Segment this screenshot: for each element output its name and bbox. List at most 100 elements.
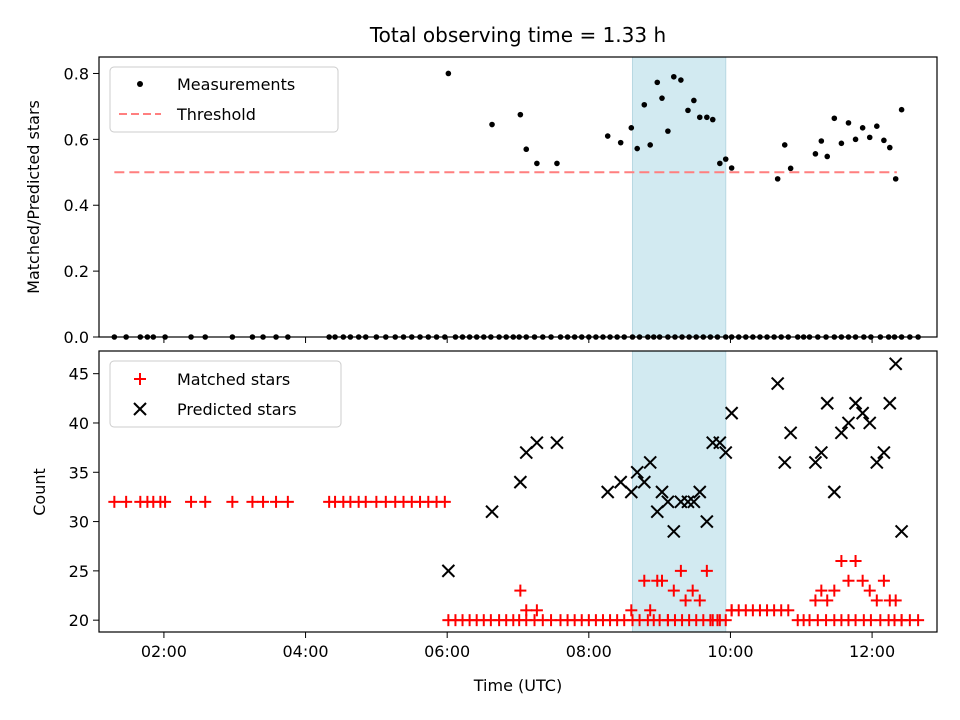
measurement-point — [691, 97, 697, 104]
predicted-star-point — [643, 455, 657, 470]
predicted-star-point — [530, 435, 544, 450]
measurement-point — [641, 101, 648, 108]
matched-star-point — [638, 574, 651, 587]
legend-marker-predicted — [133, 402, 147, 416]
predicted-star-point — [827, 485, 842, 499]
matched-star-point — [520, 604, 533, 617]
legend-label-measurements: Measurements — [177, 75, 295, 94]
matched-star-point — [835, 555, 848, 568]
predicted-star-point — [808, 455, 823, 470]
matched-star-point — [815, 584, 828, 597]
predicted-star-point — [855, 406, 870, 420]
predicted-star-point — [894, 524, 909, 539]
measurement-point — [831, 115, 838, 122]
legend-bottom: Matched stars Predicted stars — [109, 360, 342, 428]
measurements-panel: 0.00.20.40.60.8 Matched/Predicted stars … — [24, 56, 938, 347]
matched-star-point — [159, 495, 172, 508]
predicted-star-point — [519, 445, 533, 460]
predicted-star-point — [700, 514, 714, 529]
highlight-span-top — [631, 56, 727, 338]
predicted-star-point — [693, 485, 707, 499]
measurement-point — [517, 111, 524, 118]
predicted-star-point — [841, 416, 856, 430]
matched-star-point — [679, 594, 692, 607]
measurement-point — [838, 140, 845, 147]
matched-star-point — [108, 495, 121, 508]
matched-star-point — [667, 584, 680, 597]
predicted-star-point — [661, 495, 675, 509]
count-marks — [108, 357, 925, 627]
predicted-star-point — [883, 396, 897, 410]
plot-frame-bottom — [98, 350, 938, 633]
matched-star-point — [655, 574, 668, 587]
measurement-point — [704, 114, 710, 121]
predicted-star-point — [848, 396, 863, 410]
measurement-point — [628, 125, 635, 131]
measurement-point — [659, 95, 665, 101]
predicted-star-point — [834, 426, 849, 440]
measurement-point — [886, 144, 893, 151]
matched-star-point — [185, 495, 198, 508]
x-tick-label: 08:00 — [566, 642, 612, 661]
matched-star-point — [270, 495, 283, 508]
measurement-point — [554, 160, 560, 167]
matched-star-point — [700, 564, 713, 577]
predicted-star-point — [630, 465, 644, 479]
matched-star-point — [725, 604, 738, 617]
matched-star-point — [877, 574, 890, 587]
measurement-point — [728, 165, 735, 171]
predicted-star-point — [719, 445, 733, 460]
matched-star-point — [438, 495, 451, 508]
matched-star-point — [625, 604, 638, 617]
measurement-point — [881, 137, 887, 144]
x-axis-label: Time (UTC) — [473, 676, 562, 695]
predicted-star-point — [485, 505, 499, 519]
matched-star-point — [809, 594, 822, 607]
measurement-point — [774, 176, 781, 182]
predicted-star-point — [724, 406, 739, 420]
y-tick-label: 40 — [69, 414, 89, 433]
measurement-point — [523, 146, 530, 153]
y-tick-label: 0.6 — [64, 130, 89, 149]
predicted-star-point — [613, 475, 628, 489]
matched-star-point — [661, 614, 674, 627]
y-tick-label: 45 — [69, 365, 89, 384]
measurement-point — [670, 73, 677, 80]
matched-star-point — [713, 614, 726, 627]
matched-star-point — [120, 495, 133, 508]
matched-star-point — [246, 495, 259, 508]
measurement-point — [647, 142, 653, 148]
matched-star-point — [281, 495, 294, 508]
predicted-star-point — [550, 435, 564, 450]
measurement-point — [812, 151, 819, 157]
matched-star-point — [674, 564, 687, 577]
matched-star-point — [693, 594, 706, 607]
matched-star-point — [828, 584, 841, 597]
plot-frame-top — [98, 56, 938, 338]
matched-star-point — [889, 594, 902, 607]
measurement-point — [859, 125, 866, 131]
matched-star-point — [644, 604, 657, 617]
predicted-star-point — [713, 435, 727, 450]
predicted-star-point — [820, 396, 834, 410]
measurement-point — [898, 106, 905, 113]
predicted-star-point — [778, 455, 792, 470]
legend-label-matched: Matched stars — [177, 370, 290, 389]
x-tick-label: 04:00 — [282, 642, 328, 661]
y-tick-label: 0.0 — [64, 328, 89, 347]
y-tick-label: 0.2 — [64, 262, 89, 281]
predicted-star-point — [814, 445, 829, 460]
measurement-point — [685, 107, 691, 114]
predicted-star-point — [877, 445, 891, 460]
matched-star-point — [226, 495, 239, 508]
predicted-star-point — [888, 357, 903, 371]
y-tick-label: 30 — [69, 513, 89, 532]
measurement-point — [489, 121, 495, 128]
predicted-star-point — [667, 524, 681, 539]
matched-star-point — [514, 584, 527, 597]
matched-star-point — [863, 584, 876, 597]
predicted-star-point — [513, 475, 528, 489]
matched-star-point — [782, 604, 795, 617]
matched-star-point — [530, 604, 543, 617]
